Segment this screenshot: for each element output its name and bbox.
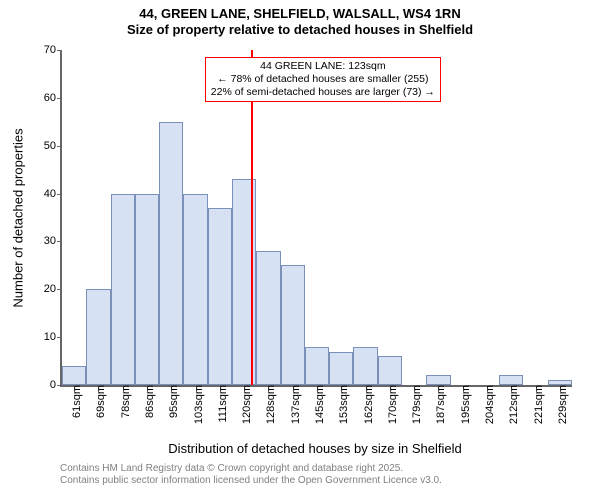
xtick-label: 78sqm bbox=[114, 385, 132, 418]
footer-line2: Contains public sector information licen… bbox=[60, 475, 442, 487]
xtick-label: 221sqm bbox=[527, 385, 545, 424]
histogram-bar bbox=[353, 347, 377, 385]
annotation-line: ← 78% of detached houses are smaller (25… bbox=[211, 73, 435, 86]
histogram-bar bbox=[499, 375, 523, 385]
histogram-bar bbox=[111, 194, 135, 385]
plot-area: 01020304050607061sqm69sqm78sqm86sqm95sqm… bbox=[60, 50, 572, 387]
annotation-line: 44 GREEN LANE: 123sqm bbox=[211, 60, 435, 73]
chart-title-line2: Size of property relative to detached ho… bbox=[0, 22, 600, 38]
annotation-line: 22% of semi-detached houses are larger (… bbox=[211, 86, 435, 99]
ytick-label: 0 bbox=[50, 379, 62, 391]
annotation-box: 44 GREEN LANE: 123sqm← 78% of detached h… bbox=[205, 57, 441, 102]
x-axis-title: Distribution of detached houses by size … bbox=[168, 441, 461, 456]
xtick-label: 145sqm bbox=[308, 385, 326, 424]
xtick-label: 137sqm bbox=[284, 385, 302, 424]
xtick-label: 86sqm bbox=[138, 385, 156, 418]
xtick-label: 128sqm bbox=[259, 385, 277, 424]
xtick-label: 120sqm bbox=[235, 385, 253, 424]
histogram-bar bbox=[86, 289, 110, 385]
histogram-bar bbox=[62, 366, 86, 385]
histogram-bar bbox=[378, 356, 402, 385]
chart-title-block: 44, GREEN LANE, SHELFIELD, WALSALL, WS4 … bbox=[0, 0, 600, 39]
histogram-bar bbox=[135, 194, 159, 385]
xtick-label: 103sqm bbox=[187, 385, 205, 424]
chart-footer: Contains HM Land Registry data © Crown c… bbox=[60, 463, 442, 487]
xtick-label: 111sqm bbox=[211, 385, 229, 423]
xtick-label: 229sqm bbox=[551, 385, 569, 424]
histogram-bar bbox=[305, 347, 329, 385]
chart-container: 44, GREEN LANE, SHELFIELD, WALSALL, WS4 … bbox=[0, 0, 600, 500]
ytick-label: 60 bbox=[44, 92, 62, 104]
xtick-label: 212sqm bbox=[502, 385, 520, 424]
histogram-bar bbox=[329, 352, 353, 386]
histogram-bar bbox=[208, 208, 232, 385]
histogram-bar bbox=[159, 122, 183, 385]
xtick-label: 61sqm bbox=[65, 385, 83, 418]
histogram-bar bbox=[256, 251, 280, 385]
ytick-label: 20 bbox=[44, 283, 62, 295]
xtick-label: 153sqm bbox=[332, 385, 350, 424]
ytick-label: 30 bbox=[44, 235, 62, 247]
xtick-label: 195sqm bbox=[454, 385, 472, 424]
histogram-bar bbox=[281, 265, 305, 385]
ytick-label: 40 bbox=[44, 188, 62, 200]
histogram-bar bbox=[426, 375, 450, 385]
chart-title-line1: 44, GREEN LANE, SHELFIELD, WALSALL, WS4 … bbox=[0, 6, 600, 22]
xtick-label: 69sqm bbox=[89, 385, 107, 418]
xtick-label: 179sqm bbox=[405, 385, 423, 424]
ytick-label: 70 bbox=[44, 44, 62, 56]
xtick-label: 95sqm bbox=[162, 385, 180, 418]
histogram-bar bbox=[183, 194, 207, 385]
ytick-label: 50 bbox=[44, 140, 62, 152]
xtick-label: 162sqm bbox=[357, 385, 375, 424]
xtick-label: 187sqm bbox=[429, 385, 447, 424]
y-axis-title: Number of detached properties bbox=[11, 128, 26, 307]
xtick-label: 204sqm bbox=[478, 385, 496, 424]
ytick-label: 10 bbox=[44, 331, 62, 343]
footer-line1: Contains HM Land Registry data © Crown c… bbox=[60, 463, 442, 475]
xtick-label: 170sqm bbox=[381, 385, 399, 424]
